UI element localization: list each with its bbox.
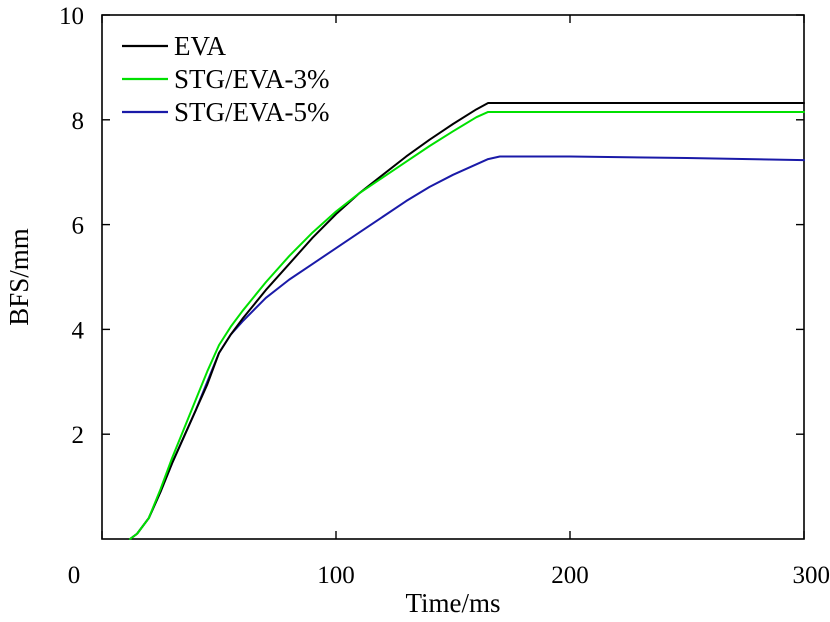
series-line-stg-eva-3 xyxy=(129,110,805,540)
y-tick-label: 8 xyxy=(72,108,85,135)
y-tick-label: 6 xyxy=(72,213,85,240)
plot-area xyxy=(101,14,805,540)
y-axis-label: BFS/mm xyxy=(4,228,34,326)
x-axis-label: Time/ms xyxy=(405,588,500,618)
y-tick-label: 10 xyxy=(59,3,84,30)
legend-label: STG/EVA-3% xyxy=(174,64,330,94)
x-tick-label: 200 xyxy=(551,562,589,589)
series-line-eva xyxy=(129,102,805,540)
x-tick-label: 300 xyxy=(793,562,830,589)
series-line-stg-eva-5 xyxy=(129,155,805,540)
x-axis: 0 100 200 300 xyxy=(68,15,830,589)
legend-label: STG/EVA-5% xyxy=(174,97,330,127)
y-tick-label: 2 xyxy=(72,422,85,449)
y-axis: 2 4 6 8 10 xyxy=(59,3,804,449)
y-tick-label: 4 xyxy=(72,317,85,344)
x-tick-label: 100 xyxy=(317,562,355,589)
axes-frame xyxy=(101,14,805,540)
legend-label: EVA xyxy=(174,31,227,61)
x-tick-label: 0 xyxy=(68,562,81,589)
series-layer xyxy=(129,102,805,540)
